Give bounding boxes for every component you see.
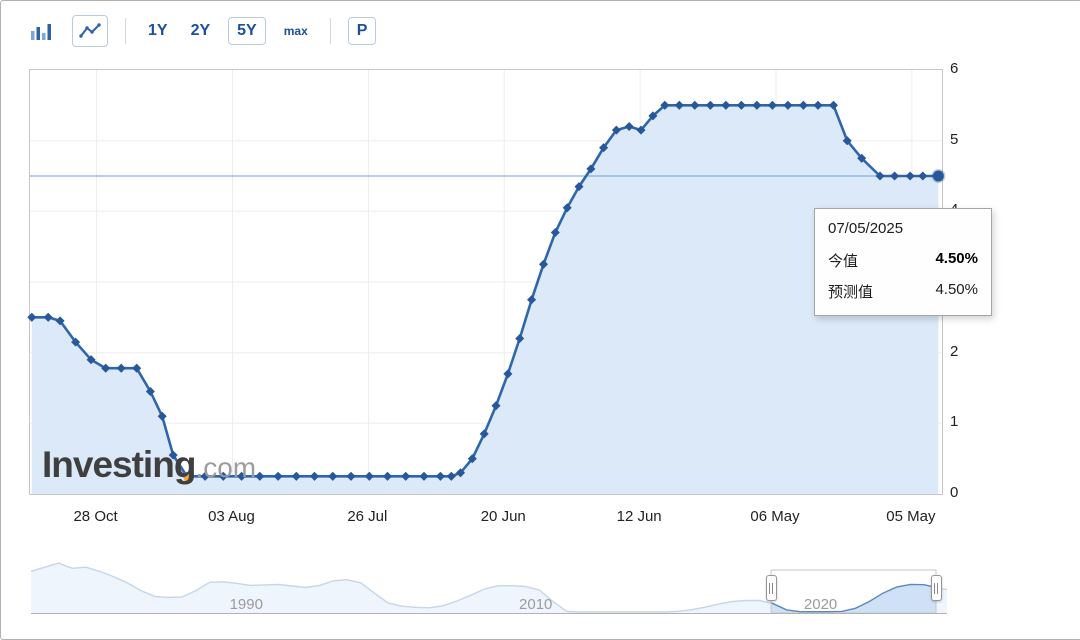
bar-chart-type-button[interactable] xyxy=(23,15,59,47)
chart-toolbar: 1Y 2Y 5Y max P xyxy=(23,13,377,49)
x-axis-label: 05 May xyxy=(886,508,936,525)
tooltip-date: 07/05/2025 xyxy=(828,220,904,237)
tooltip-forecast-label: 预测值 xyxy=(828,284,874,301)
x-axis-label: 03 Aug xyxy=(208,508,255,525)
navigator-year-label: 1990 xyxy=(229,596,263,613)
x-axis-label: 20 Jun xyxy=(480,508,526,525)
y-axis-label: 0 xyxy=(950,484,959,501)
tooltip-forecast-row: 预测值 4.50% xyxy=(828,281,978,302)
tooltip-actual-value: 4.50% xyxy=(935,250,978,267)
range-navigator[interactable]: 1990 2010 2020 xyxy=(31,557,947,614)
tooltip-forecast-value: 4.50% xyxy=(935,281,978,298)
range-2y-button[interactable]: 2Y xyxy=(185,17,216,45)
line-chart-type-button[interactable] xyxy=(72,15,108,47)
y-axis-label: 6 xyxy=(950,60,959,77)
x-axis-label: 06 May xyxy=(750,508,800,525)
p-button[interactable]: P xyxy=(347,17,377,45)
line-chart-icon xyxy=(79,23,101,38)
x-axis-label: 28 Oct xyxy=(73,508,118,525)
y-axis-label: 1 xyxy=(950,413,959,431)
range-1y-button[interactable]: 1Y xyxy=(143,17,173,45)
tooltip-actual-row: 今值 4.50% xyxy=(828,250,978,271)
tooltip-actual-label: 今值 xyxy=(828,253,859,270)
toolbar-divider xyxy=(125,18,126,44)
navigator-handle-left[interactable] xyxy=(765,575,777,601)
toolbar-divider-2 xyxy=(329,18,331,44)
chart-tooltip: 07/05/2025 今值 4.50% 预测值 4.50% xyxy=(814,208,992,316)
range-max-button[interactable]: max xyxy=(278,19,313,43)
range-5y-button[interactable]: 5Y xyxy=(228,17,266,45)
navigator-year-label: 2010 xyxy=(519,596,553,613)
x-axis-label: 26 Jul xyxy=(347,508,388,525)
y-axis-label: 5 xyxy=(950,130,959,148)
bar-chart-icon xyxy=(31,24,51,40)
x-axis-label: 12 Jun xyxy=(616,508,662,525)
chart-canvas xyxy=(27,70,946,495)
main-chart[interactable]: Investing.com 07/05/2025 今值 4.50% 预测值 4.… xyxy=(27,69,992,495)
y-axis-label: 2 xyxy=(950,342,959,360)
navigator-year-label: 2020 xyxy=(803,596,838,613)
navigator-handle-right[interactable] xyxy=(930,575,942,601)
